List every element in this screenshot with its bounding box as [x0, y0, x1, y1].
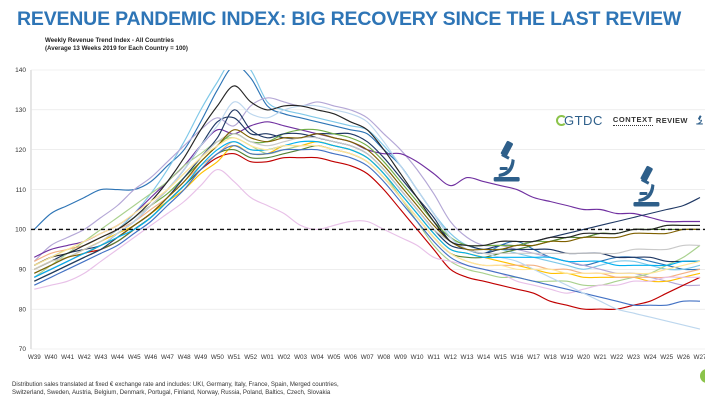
x-tick-label: W11	[427, 354, 440, 361]
y-tick-label: 130	[15, 107, 26, 114]
x-tick-label: W16	[510, 354, 523, 361]
x-tick-label: W48	[178, 354, 191, 361]
x-tick-label: W22	[610, 354, 623, 361]
x-tick-label: W25	[660, 354, 673, 361]
y-tick-label: 110	[16, 187, 27, 194]
chart-subtitle: (Average 13 Weeks 2019 for Each Country …	[45, 45, 188, 52]
x-tick-label: W43	[94, 354, 107, 361]
x-tick-label: W06	[344, 354, 357, 361]
x-tick-label: W19	[560, 354, 573, 361]
series-line-7	[34, 152, 701, 310]
x-tick-label: W42	[78, 354, 91, 361]
y-axis: 70 80 90 100 110 120 130 140	[15, 67, 26, 353]
slide-corner-dot	[700, 369, 705, 383]
y-tick-label: 100	[15, 227, 26, 234]
series-line-18	[34, 85, 700, 266]
series-line-12	[34, 169, 700, 294]
x-tick-label: W05	[327, 354, 340, 361]
x-tick-label: W20	[577, 354, 590, 361]
x-tick-label: W07	[361, 354, 374, 361]
x-tick-label: W40	[44, 354, 57, 361]
x-tick-label: W41	[61, 354, 74, 361]
series-line-15	[34, 101, 701, 330]
x-tick-label: W15	[494, 354, 507, 361]
x-tick-label: W44	[111, 354, 124, 361]
microscope-icon	[696, 115, 703, 125]
gtdc-logo: GTDC	[556, 113, 603, 128]
y-tick-label: 70	[19, 346, 27, 353]
x-tick-label: W08	[377, 354, 390, 361]
series-group	[33, 70, 701, 330]
y-tick-label: 80	[19, 306, 27, 313]
microscope-markers	[493, 140, 660, 207]
series-line-5	[34, 116, 701, 270]
x-tick-label: W46	[144, 354, 157, 361]
x-tick-label: W51	[228, 354, 241, 361]
microscope-icon	[633, 165, 660, 207]
x-tick-label: W04	[311, 354, 324, 361]
x-tick-label: W27	[694, 354, 705, 361]
x-tick-label: W39	[28, 354, 41, 361]
x-tick-label: W21	[594, 354, 607, 361]
y-tick-label: 140	[15, 67, 26, 74]
microscope-icon	[493, 140, 520, 182]
series-line-16	[34, 133, 701, 270]
series-line-3	[33, 97, 701, 287]
x-tick-label: W49	[194, 354, 207, 361]
brand-logo: GTDC CONTEXT REVIEW	[556, 109, 704, 131]
x-tick-label: W24	[644, 354, 657, 361]
x-tick-label: W47	[161, 354, 174, 361]
x-tick-label: W45	[128, 354, 141, 361]
series-line-1	[33, 70, 701, 271]
series-line-6	[33, 137, 701, 287]
series-line-17	[34, 129, 701, 274]
x-tick-label: W50	[211, 354, 224, 361]
footnote-line-2: Switzerland, Sweden, Austria, Belgium, D…	[12, 389, 331, 396]
series-line-20	[34, 137, 701, 275]
x-tick-label: W23	[627, 354, 640, 361]
series-line-13	[34, 109, 700, 282]
gtdc-logo-text: GTDC	[564, 112, 603, 128]
page-title: REVENUE PANDEMIC INDEX: BIG RECOVERY SIN…	[17, 8, 682, 30]
series-line-19	[34, 140, 701, 278]
x-tick-label: W02	[277, 354, 290, 361]
x-tick-label: W01	[261, 354, 274, 361]
x-tick-label: W03	[294, 354, 307, 361]
x-tick-label: W12	[444, 354, 457, 361]
x-tick-label: W09	[394, 354, 407, 361]
footnote: Distribution sales translated at fixed €…	[12, 381, 372, 397]
x-tick-label: W17	[527, 354, 540, 361]
footnote-line-1: Distribution sales translated at fixed €…	[12, 381, 339, 388]
series-line-14	[34, 145, 701, 307]
y-tick-label: 90	[19, 266, 27, 273]
logo-ring-icon	[556, 114, 567, 126]
context-text: CONTEXT	[612, 114, 653, 126]
x-tick-label: W10	[411, 354, 424, 361]
y-tick-label: 120	[15, 147, 26, 154]
x-tick-label: W14	[477, 354, 490, 361]
x-tick-label: W13	[461, 354, 474, 361]
x-tick-label: W26	[677, 354, 690, 361]
chart-title-block: Weekly Revenue Trend Index - All Countri…	[45, 37, 188, 53]
x-tick-label: W52	[244, 354, 257, 361]
x-tick-label: W18	[544, 354, 557, 361]
x-axis: W39 W40 W41 W42 W43 W44 W45 W46 W47 W48 W49 W50 W51 W…	[28, 354, 705, 361]
review-text: REVIEW	[655, 115, 688, 125]
chart-title: Weekly Revenue Trend Index - All Countri…	[45, 37, 174, 44]
